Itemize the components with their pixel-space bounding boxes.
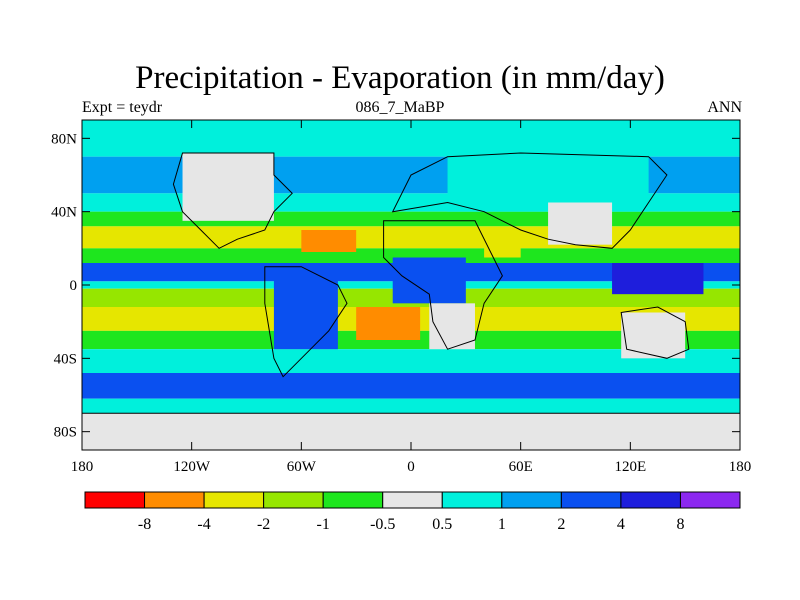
- season-label: ANN: [707, 99, 742, 116]
- x-tick-label: 120E: [614, 459, 646, 475]
- x-tick-label: 0: [407, 459, 415, 475]
- colorbar-label: 1: [498, 516, 506, 533]
- region-australia: [621, 312, 686, 359]
- colorbar-swatch: [620, 491, 681, 509]
- colorbar-label: 4: [617, 516, 625, 533]
- coastline-layer: [81, 152, 741, 451]
- region-north-america: [182, 153, 274, 221]
- colorbar-swatch: [679, 491, 741, 509]
- axis-tick-layer: 180 120W 60W 0 60E 120E 180 80N 40N 0 40S 80S: [51, 120, 751, 475]
- x-tick-label: 60W: [287, 459, 317, 475]
- zonal-band: [82, 398, 740, 417]
- colorbar-label: -8: [138, 516, 151, 533]
- colorbar-label: -4: [197, 516, 210, 533]
- colorbar-swatch: [84, 491, 146, 509]
- y-tick-label: 80S: [54, 425, 77, 441]
- zonal-band: [82, 248, 740, 263]
- coastline-3: [391, 152, 668, 249]
- y-tick-label: 40S: [54, 351, 77, 367]
- colorbar: -8 -4 -2 -1 -0.5 0.5 1 2 4 8: [84, 491, 741, 533]
- colorbar-swatch: [501, 491, 562, 509]
- x-tick-label: 60E: [509, 459, 533, 475]
- zonal-band: [82, 226, 740, 249]
- y-tick-label: 0: [70, 278, 78, 294]
- colorbar-swatch: [560, 491, 622, 509]
- coastline-0: [172, 152, 293, 249]
- region-north-atlantic-dry: [301, 230, 357, 252]
- region-south-atlantic-dry: [356, 307, 421, 340]
- coastline-2: [383, 220, 503, 350]
- y-tick-label: 80N: [51, 131, 77, 147]
- zonal-band: [82, 349, 740, 373]
- colorbar-label: -0.5: [370, 516, 395, 533]
- colorbar-swatch: [263, 491, 324, 509]
- colorbar-label: 8: [676, 516, 684, 533]
- age-label: 086_7_MaBP: [355, 99, 445, 116]
- map-fill-layer: [82, 120, 740, 450]
- region-south-america: [273, 275, 338, 350]
- region-arabia: [484, 230, 521, 258]
- colorbar-swatch: [441, 491, 503, 509]
- colorbar-label: 2: [557, 516, 565, 533]
- x-tick-label: 180: [729, 459, 752, 475]
- x-tick-label: 180: [71, 459, 94, 475]
- zonal-band: [82, 373, 740, 399]
- region-africa-south: [429, 303, 475, 350]
- region-asia-interior: [548, 202, 613, 245]
- experiment-label: Expt = teydr: [82, 99, 163, 116]
- colorbar-swatch: [144, 491, 205, 509]
- region-west-pacific-warmpool: [612, 263, 704, 295]
- coastline-4: [620, 306, 690, 359]
- colorbar-label: 0.5: [432, 516, 452, 533]
- x-tick-label: 120W: [173, 459, 211, 475]
- map-title: Precipitation - Evaporation (in mm/day): [135, 60, 665, 96]
- colorbar-label: -2: [257, 516, 270, 533]
- colorbar-label: -1: [317, 516, 330, 533]
- coastline-1: [264, 266, 348, 378]
- colorbar-swatch: [382, 491, 443, 509]
- y-tick-label: 40N: [51, 205, 77, 221]
- colorbar-swatch: [322, 491, 384, 509]
- colorbar-swatch: [203, 491, 265, 509]
